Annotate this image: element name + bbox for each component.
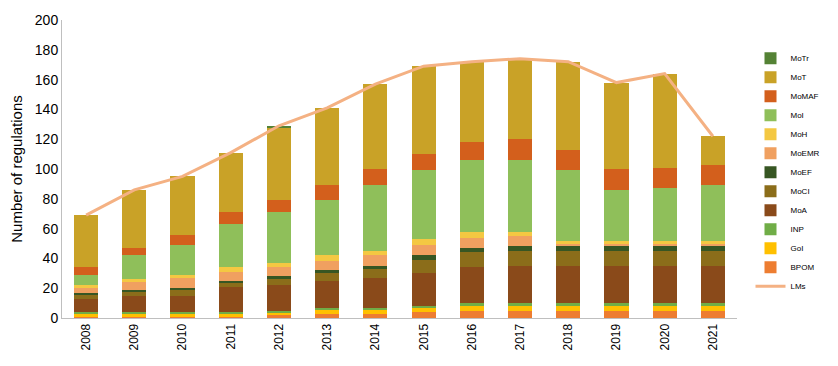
- svg-text:2011: 2011: [224, 323, 238, 349]
- svg-text:MoTr: MoTr: [791, 54, 810, 63]
- svg-text:2020: 2020: [658, 323, 672, 350]
- svg-text:MoMAF: MoMAF: [791, 92, 819, 101]
- svg-text:60: 60: [43, 221, 59, 237]
- svg-text:MoH: MoH: [791, 130, 808, 139]
- svg-text:Number of regulations: Number of regulations: [8, 95, 25, 243]
- svg-text:2008: 2008: [79, 323, 93, 350]
- svg-text:160: 160: [35, 72, 59, 88]
- svg-text:200: 200: [35, 12, 59, 28]
- svg-text:80: 80: [43, 191, 59, 207]
- svg-text:MoEMR: MoEMR: [791, 149, 820, 158]
- svg-text:2013: 2013: [320, 323, 334, 350]
- svg-text:2019: 2019: [609, 323, 623, 350]
- svg-text:GoI: GoI: [791, 244, 804, 253]
- svg-text:MoCI: MoCI: [791, 187, 810, 196]
- svg-text:INP: INP: [791, 225, 804, 234]
- svg-text:MoA: MoA: [791, 206, 808, 215]
- svg-text:MoI: MoI: [791, 111, 804, 120]
- svg-text:100: 100: [35, 161, 59, 177]
- svg-text:120: 120: [35, 131, 59, 147]
- svg-text:BPOM: BPOM: [791, 263, 815, 272]
- svg-text:40: 40: [43, 250, 59, 266]
- svg-text:0: 0: [50, 310, 58, 326]
- svg-text:2015: 2015: [417, 323, 431, 350]
- svg-text:2018: 2018: [561, 323, 575, 350]
- svg-text:2014: 2014: [368, 323, 382, 350]
- svg-text:2021: 2021: [706, 323, 720, 350]
- svg-text:2010: 2010: [175, 323, 189, 350]
- svg-text:2017: 2017: [513, 323, 527, 350]
- svg-text:2016: 2016: [465, 323, 479, 350]
- svg-text:2009: 2009: [127, 323, 141, 350]
- svg-text:140: 140: [35, 101, 59, 117]
- svg-text:20: 20: [43, 280, 59, 296]
- svg-text:MoT: MoT: [791, 73, 807, 82]
- svg-text:LMs: LMs: [791, 282, 806, 291]
- svg-text:2012: 2012: [272, 323, 286, 350]
- svg-text:MoEF: MoEF: [791, 168, 812, 177]
- svg-text:180: 180: [35, 42, 59, 58]
